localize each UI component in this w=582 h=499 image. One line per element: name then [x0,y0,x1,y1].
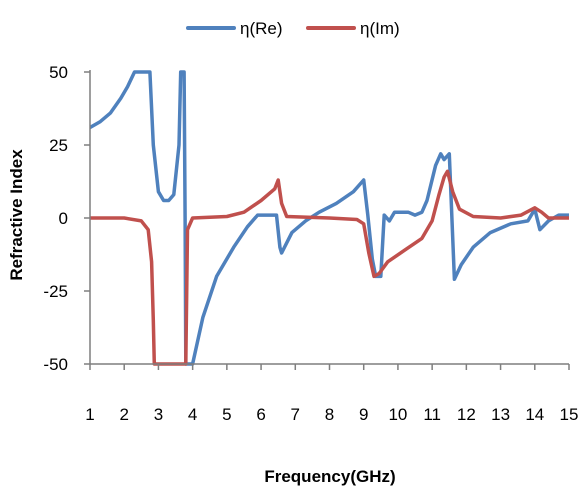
legend-label-im: η(Im) [360,19,400,38]
x-tick-label: 8 [325,405,334,424]
x-tick-label: 2 [119,405,128,424]
series-line-re [90,70,569,366]
x-tick-label: 11 [423,405,441,424]
x-tick-label: 4 [188,405,197,424]
x-axis-label: Frequency(GHz) [264,467,395,486]
y-tick-label: 0 [59,209,68,228]
series-layer [90,70,569,366]
x-tick-label: 9 [359,405,368,424]
x-tick-label: 13 [491,405,510,424]
x-tick-label: 15 [560,405,579,424]
x-tick-label: 14 [525,405,544,424]
y-tick-label: 25 [49,136,68,155]
legend: η(Re) η(Im) [186,19,400,38]
y-axis-label: Refractive Index [7,149,26,281]
y-tick-label: -25 [43,282,68,301]
y-tick-label: 50 [49,63,68,82]
x-tick-label: 6 [256,405,265,424]
legend-label-re: η(Re) [240,19,283,38]
x-tick-label: 12 [457,405,476,424]
x-tick-label: 5 [222,405,231,424]
x-tick-label: 3 [154,405,163,424]
x-tick-label: 10 [388,405,407,424]
y-tick-label: -50 [43,355,68,374]
x-tick-label: 1 [85,405,94,424]
x-tick-label: 7 [291,405,300,424]
